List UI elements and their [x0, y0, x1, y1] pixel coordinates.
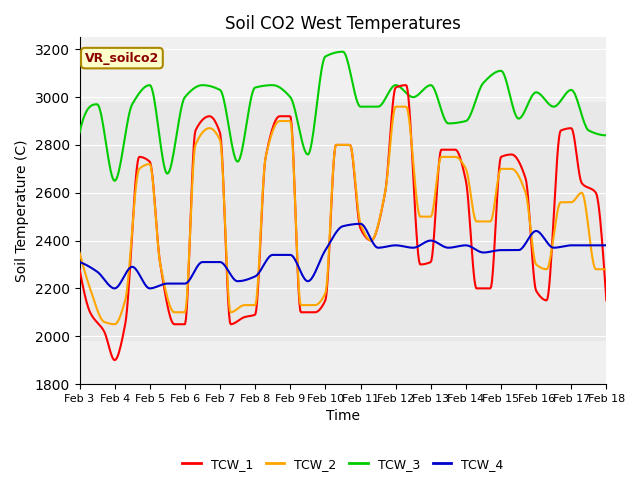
Title: Soil CO2 West Temperatures: Soil CO2 West Temperatures	[225, 15, 461, 33]
Bar	[79, 102, 606, 341]
TCW_1	[212, 120, 220, 126]
TCW_3	[339, 49, 346, 55]
Y-axis label: Soil Temperature (C): Soil Temperature (C)	[15, 139, 29, 282]
TCW_2	[170, 309, 177, 315]
Legend: TCW_1, TCW_2, TCW_3, TCW_4: TCW_1, TCW_2, TCW_3, TCW_4	[177, 453, 509, 476]
TCW_1	[602, 298, 610, 303]
Line: TCW_1: TCW_1	[79, 85, 606, 360]
TCW_4	[388, 243, 396, 249]
Line: TCW_3: TCW_3	[79, 52, 606, 181]
TCW_4	[429, 238, 437, 244]
TCW_3	[602, 132, 610, 138]
TCW_4	[76, 259, 83, 265]
TCW_1	[387, 124, 395, 130]
TCW_2	[111, 321, 118, 327]
TCW_1	[76, 266, 83, 272]
TCW_3	[315, 86, 323, 92]
Line: TCW_2: TCW_2	[79, 107, 606, 324]
TCW_4	[474, 248, 482, 254]
TCW_3	[76, 130, 83, 136]
TCW_3	[388, 85, 396, 91]
TCW_3	[111, 178, 118, 184]
TCW_4	[315, 261, 323, 267]
TCW_4	[356, 221, 364, 227]
TCW_3	[429, 84, 437, 90]
TCW_1	[170, 321, 177, 327]
TCW_2	[212, 130, 220, 136]
TCW_3	[212, 85, 220, 91]
TCW_1	[315, 308, 323, 313]
TCW_2	[387, 135, 395, 141]
X-axis label: Time: Time	[326, 409, 360, 423]
TCW_2	[392, 104, 400, 109]
TCW_4	[146, 286, 154, 291]
TCW_4	[170, 281, 177, 287]
TCW_1	[429, 244, 437, 250]
TCW_2	[76, 250, 83, 255]
TCW_3	[170, 150, 177, 156]
TCW_4	[212, 259, 220, 265]
TCW_4	[602, 242, 610, 248]
TCW_2	[602, 266, 610, 272]
TCW_2	[474, 218, 482, 224]
TCW_1	[474, 286, 482, 291]
TCW_2	[315, 300, 323, 306]
Line: TCW_4: TCW_4	[79, 224, 606, 288]
TCW_2	[429, 206, 437, 212]
TCW_3	[474, 91, 482, 97]
Text: VR_soilco2: VR_soilco2	[84, 51, 159, 65]
TCW_1	[402, 82, 410, 88]
TCW_1	[111, 357, 118, 363]
